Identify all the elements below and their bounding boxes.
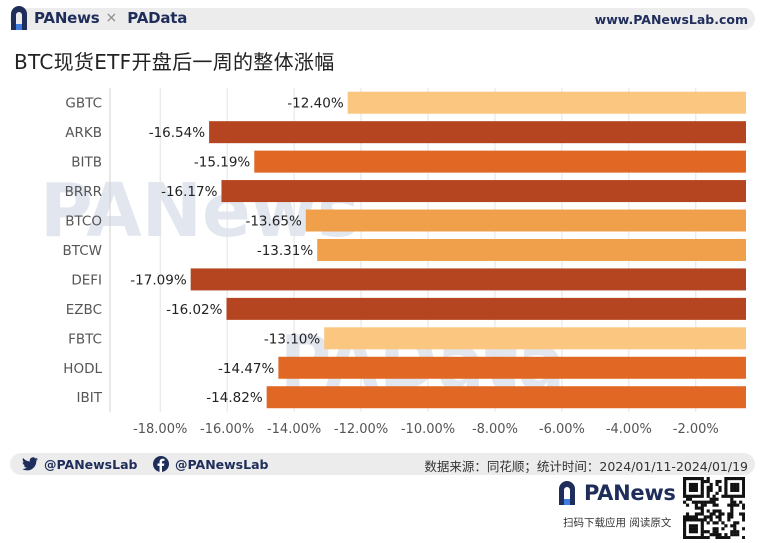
qr-code-icon[interactable] <box>683 477 745 539</box>
bar-ezbc <box>226 297 747 320</box>
category-label: BTCO <box>65 214 102 230</box>
category-label: ARKB <box>65 125 102 141</box>
bar-btcw <box>317 238 746 261</box>
footer-actions[interactable]: 扫码下载应用 阅读原文 <box>563 517 672 529</box>
bar-brrr <box>221 180 747 203</box>
value-label: -13.65% <box>245 214 302 230</box>
bar-hodl <box>278 356 746 379</box>
value-labels: -12.40% -16.54% -15.19% -16.17% -13.65% -13.3… <box>130 96 344 407</box>
category-label: FBTC <box>68 331 102 347</box>
category-label: IBIT <box>77 390 103 406</box>
x-tick-labels: -18.00% -16.00% -14.00% -12.00% -10.00% -8.00… <box>133 422 719 437</box>
value-label: -13.31% <box>257 243 314 259</box>
value-label: -13.10% <box>264 331 321 347</box>
category-labels: GBTC ARKB BITB BRRR BTCO BTCW DEFI EZBC FBTC HODL… <box>63 96 103 407</box>
category-label: GBTC <box>65 96 102 112</box>
brand-lockup[interactable]: PANews × PAData <box>8 4 187 32</box>
x-tick-label: -6.00% <box>539 422 585 437</box>
x-tick-label: -4.00% <box>606 422 652 437</box>
category-label: EZBC <box>66 302 102 318</box>
x-tick-label: -16.00% <box>200 422 254 437</box>
header-band <box>10 8 755 30</box>
value-label: -16.54% <box>149 125 206 141</box>
facebook-handle: @PANewsLab <box>175 456 269 472</box>
value-label: -14.82% <box>206 390 263 406</box>
bar-arkb <box>209 121 747 144</box>
facebook-icon <box>153 456 169 472</box>
value-label: -16.17% <box>161 184 218 200</box>
twitter-handle: @PANewsLab <box>44 456 138 472</box>
value-label: -12.40% <box>287 96 344 112</box>
brand-right: PAData <box>127 9 188 27</box>
brand-separator: × <box>105 10 118 26</box>
bars <box>190 91 747 409</box>
bar-btco <box>305 209 746 232</box>
bar-defi <box>190 268 747 291</box>
value-label: -16.02% <box>166 302 223 318</box>
site-url[interactable]: www.PANewsLab.com <box>594 12 748 27</box>
category-label: BTCW <box>63 243 103 259</box>
x-tick-label: -8.00% <box>472 422 518 437</box>
x-tick-label: -14.00% <box>267 422 321 437</box>
category-label: HODL <box>63 361 102 377</box>
header: PANews × PAData www.PANewsLab.com <box>0 0 760 36</box>
bar-gbtc <box>347 91 746 114</box>
footer-band <box>10 453 755 475</box>
value-label: -14.47% <box>218 361 275 377</box>
x-tick-label: -12.00% <box>334 422 388 437</box>
bar-chart: PANews PAData GBTCARKBBITBBRRRBTCOBTCWDE… <box>40 88 747 437</box>
data-source: 数据来源：同花顺；统计时间：2024/01/11-2024/01/19 <box>424 459 748 474</box>
bar-ibit <box>266 386 746 409</box>
x-tick-label: -18.00% <box>133 422 187 437</box>
category-label: DEFI <box>71 272 102 288</box>
category-label: BITB <box>71 155 102 171</box>
bar-bitb <box>254 150 746 173</box>
brand-left: PANews <box>34 9 100 27</box>
twitter-link[interactable]: @PANewsLab <box>22 456 137 472</box>
value-label: -17.09% <box>130 272 187 288</box>
footer-brand[interactable]: PANews <box>556 478 676 508</box>
footer-brand-name: PANews <box>584 481 676 505</box>
panews-logo-icon <box>11 6 27 30</box>
x-tick-label: -2.00% <box>673 422 719 437</box>
bar-fbtc <box>324 327 746 350</box>
twitter-icon <box>22 457 38 471</box>
value-label: -15.19% <box>194 155 251 171</box>
chart-title: BTC现货ETF开盘后一周的整体涨幅 <box>14 50 335 74</box>
panews-logo-icon <box>559 481 575 505</box>
x-tick-label: -10.00% <box>401 422 455 437</box>
category-label: BRRR <box>65 184 102 200</box>
facebook-link[interactable]: @PANewsLab <box>153 456 268 472</box>
